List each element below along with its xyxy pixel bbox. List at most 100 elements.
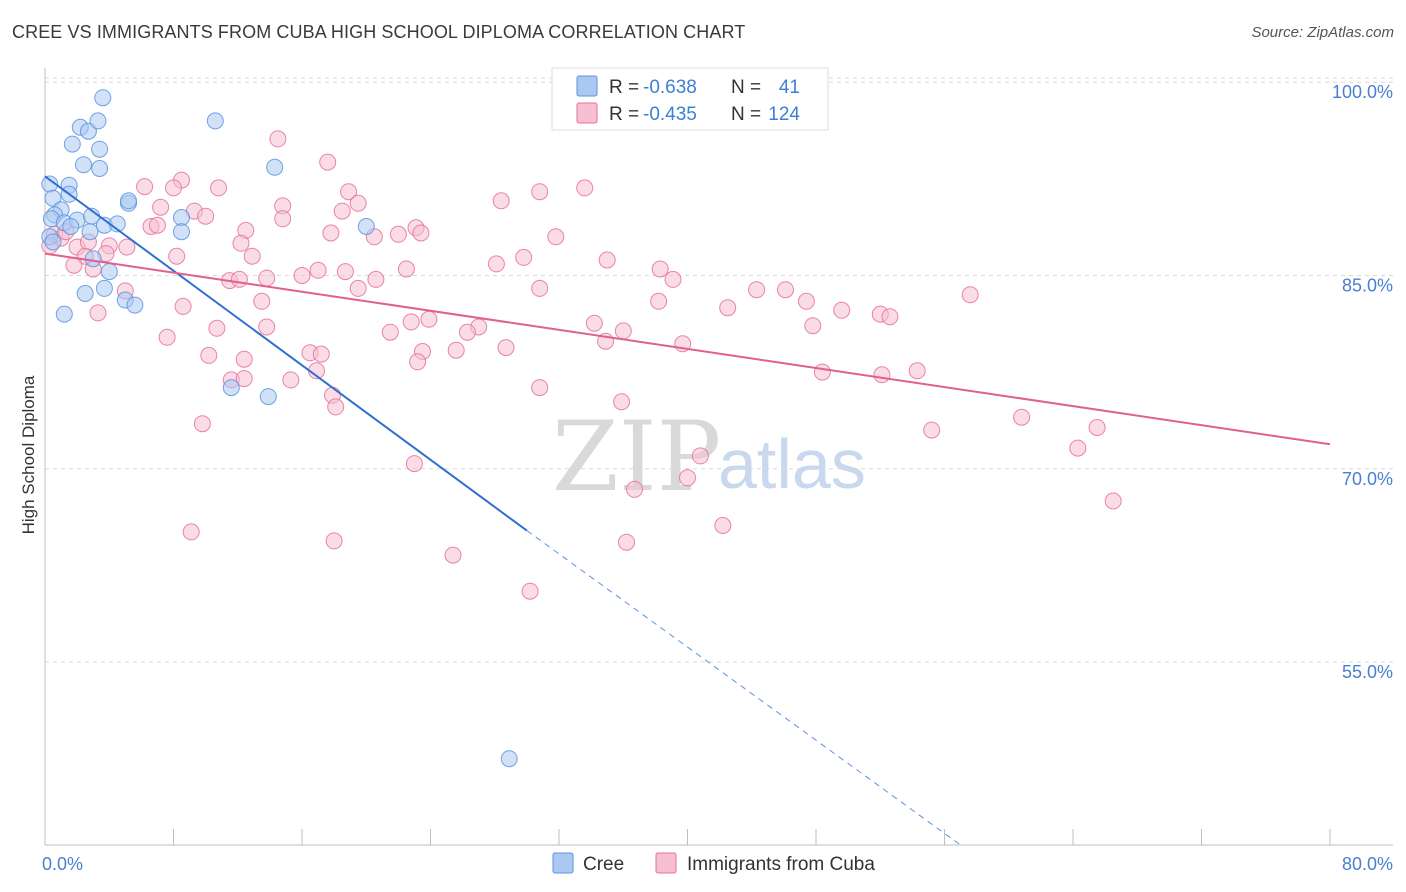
cree-point (89, 112, 107, 130)
cuba-point (521, 582, 539, 600)
cuba-point (200, 346, 218, 364)
cree-point (120, 192, 137, 210)
cuba-point (340, 183, 358, 201)
cuba-point (650, 292, 668, 310)
cuba-point (168, 247, 186, 265)
cuba-point (585, 314, 603, 332)
cuba-point (719, 299, 737, 317)
cree-point (75, 156, 92, 174)
cuba-point (258, 318, 276, 336)
y-tick-label: 55.0% (1342, 662, 1393, 682)
cuba-point (497, 339, 515, 357)
cuba-point (748, 281, 766, 299)
cree-point (126, 296, 144, 314)
cuba-point (714, 517, 732, 534)
cuba-point (691, 447, 709, 465)
cuba-point (492, 192, 510, 210)
cuba-point (598, 251, 616, 269)
cuba-point (1088, 419, 1106, 436)
correlation-legend: R = -0.638 N = 41 R = -0.435 N = 124 (551, 67, 829, 131)
cuba-point (322, 224, 340, 242)
cree-point (206, 112, 224, 130)
chart-title: CREE VS IMMIGRANTS FROM CUBA HIGH SCHOOL… (12, 22, 746, 42)
legend-n-value-cree: 41 (779, 77, 800, 98)
cuba-point (136, 178, 154, 196)
cuba-point (1069, 439, 1087, 457)
cuba-point (193, 415, 211, 433)
cree-point (259, 388, 277, 406)
cuba-point (873, 366, 891, 384)
legend-box (551, 67, 829, 131)
cuba-point (208, 319, 226, 337)
watermark-atlas: atlas (718, 425, 866, 503)
cuba-point (325, 532, 343, 550)
cuba-point (531, 183, 549, 201)
cree-point (94, 89, 112, 107)
bottom-legend-swatch-cuba (655, 852, 677, 874)
cuba-point (614, 322, 632, 340)
bottom-legend-swatch-cree (552, 852, 574, 874)
cuba-point (813, 363, 831, 381)
cuba-trend-line (44, 252, 1331, 446)
cuba-point (531, 379, 549, 397)
cuba-point (444, 546, 462, 564)
cree-trend-line (44, 175, 528, 532)
legend-r-value-cuba: -0.435 (643, 104, 697, 125)
cuba-point (232, 234, 250, 252)
cuba-point (679, 469, 696, 487)
cree-trend-extension (526, 530, 961, 846)
cuba-point (253, 292, 271, 310)
cuba-point (367, 270, 385, 288)
cuba-point (531, 279, 549, 297)
gridlines (45, 77, 1393, 663)
cuba-point (381, 323, 399, 341)
trend-lines (44, 175, 1331, 846)
legend-r-label-cuba: R = (609, 104, 639, 125)
cuba-point (908, 362, 926, 380)
cree-point (500, 750, 518, 768)
cree-point (173, 223, 190, 241)
cuba-point (336, 263, 354, 281)
cuba-point (349, 194, 367, 212)
cuba-point (613, 393, 631, 411)
cuba-point (651, 260, 669, 278)
cree-point (76, 285, 94, 302)
cuba-point (409, 353, 427, 371)
cuba-point (258, 269, 276, 287)
legend-swatch-cuba (576, 102, 598, 124)
y-axis-title: High School Diploma (19, 375, 38, 534)
legend-r-label-cree: R = (609, 77, 639, 98)
cuba-point (210, 179, 227, 197)
y-tick-label: 100.0% (1332, 82, 1393, 102)
cuba-point (235, 350, 253, 368)
cree-point (173, 209, 190, 226)
cuba-point (961, 286, 979, 304)
x-tick-label-max: 80.0% (1342, 854, 1393, 874)
x-tick-label-min: 0.0% (42, 854, 83, 874)
cuba-point (447, 341, 465, 359)
y-tick-label: 70.0% (1342, 469, 1393, 489)
cuba-point (327, 398, 345, 416)
data-points (41, 89, 1122, 768)
cuba-point (881, 308, 899, 326)
cuba-point (515, 248, 533, 266)
cree-point (100, 263, 118, 281)
cuba-point (165, 179, 182, 197)
cuba-point (618, 533, 635, 551)
cuba-point (1104, 492, 1122, 510)
legend-swatch-cree (576, 75, 598, 97)
legend-n-value-cuba: 124 (768, 104, 800, 125)
cuba-point (152, 198, 170, 216)
cuba-point (89, 304, 107, 322)
cuba-point (182, 523, 200, 541)
cuba-point (626, 480, 643, 498)
cuba-point (319, 153, 337, 171)
legend-r-value-cree: -0.638 (643, 77, 697, 98)
cree-point (44, 233, 62, 251)
cuba-point (402, 313, 420, 331)
cree-point (62, 218, 80, 235)
cree-point (44, 189, 62, 207)
cuba-point (293, 267, 311, 284)
cuba-point (174, 297, 192, 315)
legend-n-label-cree: N = (731, 77, 761, 98)
